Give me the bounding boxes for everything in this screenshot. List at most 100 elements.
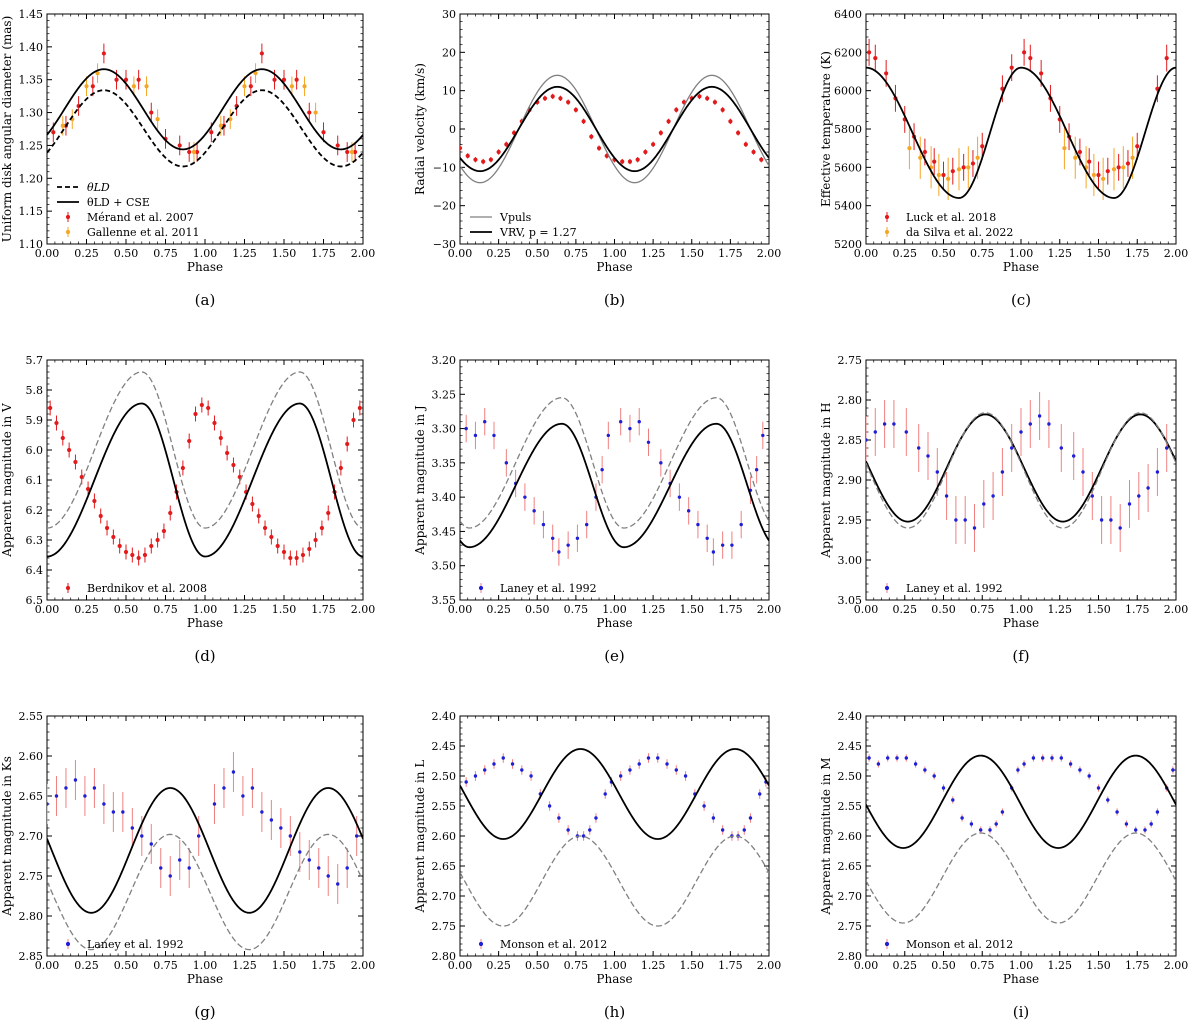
data-point [272,77,277,82]
model-curve [47,833,363,951]
x-tick-label: 0.00 [854,247,879,260]
data-point [496,149,501,155]
data-point [269,818,274,822]
x-tick-label: 1.25 [1048,959,1073,972]
data-point [966,165,971,170]
data-point [584,522,589,527]
data-point [1022,50,1027,55]
data-series [47,752,359,904]
y-tick-label: 2.75 [838,920,863,933]
data-point [720,828,725,832]
data-point [628,426,632,431]
x-tick-label: 0.50 [931,603,956,616]
data-point [294,555,299,561]
data-point [114,77,119,82]
y-tick-label: −30 [433,238,456,251]
legend-marker [65,585,71,591]
data-point [982,502,986,506]
data-point [659,461,663,465]
x-tick-label: 1.50 [1086,603,1111,616]
x-tick-label: 0.00 [448,603,473,616]
x-tick-label: 0.50 [114,959,139,972]
data-point [101,51,106,56]
x-axis-label: Phase [1003,972,1039,986]
data-point [281,77,287,82]
data-point [646,756,651,760]
x-tick-label: 1.50 [272,247,297,260]
data-point [488,157,493,162]
legend-marker [884,941,890,947]
data-point [142,552,148,558]
data-point [594,816,598,820]
data-point [558,96,563,101]
legend-label: VRV, p = 1.27 [499,226,577,239]
data-point [541,522,546,527]
data-point [932,774,936,778]
data-point [956,167,962,172]
data-point [131,84,136,89]
x-tick-label: 1.00 [602,959,627,972]
data-point [658,130,663,135]
data-point [345,149,350,155]
x-tick-label: 2.00 [351,959,376,972]
x-tick-label: 0.00 [35,959,60,972]
y-tick-label: 1.30 [19,107,44,120]
x-tick-label: 0.25 [74,959,99,972]
y-tick-label: 1.45 [19,8,44,21]
data-point [321,130,326,135]
legend-label: θLD [87,181,110,194]
legend-marker [65,229,71,235]
data-point [248,84,253,89]
data-point [1059,446,1064,450]
x-tick-label: 0.75 [970,247,995,260]
data-point [465,153,470,158]
data-point [218,435,223,441]
data-point [600,468,604,472]
y-tick-label: 3.55 [432,594,457,607]
data-point [651,142,656,147]
x-axis-label: Phase [596,260,632,274]
plot-frame [459,359,770,601]
data-point [492,762,496,766]
model-curve [460,748,769,840]
y-tick-label: 2.85 [838,434,863,447]
data-point [532,509,536,513]
y-tick-label: 3.05 [838,594,863,607]
data-point [92,786,97,790]
data-point [588,828,592,832]
legend-marker [65,941,71,947]
data-point [302,84,307,89]
data-point [674,768,678,772]
data-point [702,804,706,808]
y-tick-label: 20 [442,46,456,59]
chart-panel-h: 0.00 0.25 0.50 0.75 1.00 1.25 1.50 1.75 2.00 2.40… [413,710,781,1021]
x-axis-label: Phase [1003,616,1039,630]
y-tick-label: 2.95 [838,514,863,527]
data-point [1143,828,1147,832]
x-tick-label: 1.25 [1048,247,1073,260]
data-point [269,534,274,540]
x-tick-label: 0.75 [153,247,178,260]
y-tick-label: 5800 [834,123,862,136]
legend-label: Luck et al. 2018 [906,211,996,224]
y-tick-label: 6.4 [26,564,44,577]
data-point [1090,494,1095,498]
y-tick-label: 10 [442,85,456,98]
data-point [225,450,230,456]
data-point [922,149,928,155]
data-point [298,850,302,854]
y-axis-label: Radial velocity (km/s) [413,63,427,195]
data-point [187,149,192,155]
data-point [140,834,144,838]
data-point [73,459,78,465]
data-point [180,465,185,471]
y-tick-label: 2.90 [838,474,863,487]
data-point [473,157,478,162]
legend: Vpuls VRV, p = 1.27 [470,211,577,239]
data-point [1041,756,1045,760]
data-point [262,525,268,531]
data-point [696,522,700,527]
x-tick-label: 0.50 [114,603,139,616]
data-point [950,169,955,174]
data-point [1073,155,1078,160]
